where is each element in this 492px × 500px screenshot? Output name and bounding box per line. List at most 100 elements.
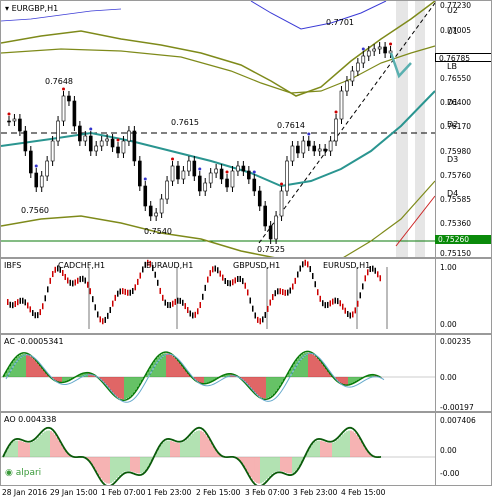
- correlation-bar: [157, 279, 159, 286]
- correlation-bar: [377, 271, 379, 278]
- correlation-bar: [164, 299, 166, 306]
- correlation-bar: [332, 298, 334, 305]
- correlation-bar: [112, 300, 114, 307]
- candle-body: [377, 46, 382, 50]
- correlation-bar: [47, 286, 49, 293]
- fractal-dot: [252, 170, 256, 174]
- correlation-bar: [352, 311, 354, 318]
- correlation-bar: [337, 298, 339, 305]
- correlation-bar: [202, 293, 204, 300]
- correlation-bar: [77, 277, 79, 284]
- correlation-bar: [367, 269, 369, 276]
- correlation-bar: [109, 307, 111, 314]
- correlation-bar: [189, 310, 191, 317]
- correlation-bar: [167, 301, 169, 308]
- correlation-bar: [104, 316, 106, 323]
- correlation-bar: [19, 297, 21, 304]
- level-label-d3: D3: [447, 155, 459, 164]
- price-chart-canvas[interactable]: [1, 1, 492, 258]
- correlation-bar: [207, 276, 209, 283]
- correlation-bar: [209, 270, 211, 277]
- candle-body: [208, 172, 213, 184]
- correlation-bar: [132, 288, 134, 295]
- ac-signal-line: [2, 350, 382, 402]
- candle-body: [67, 95, 71, 102]
- candle-body: [263, 205, 267, 227]
- correlation-bar: [159, 287, 161, 294]
- correlation-bar: [72, 280, 74, 287]
- candle-body: [170, 165, 175, 182]
- time-tick: 28 Jan 2016: [2, 488, 47, 497]
- correlation-bar: [84, 277, 86, 284]
- correlation-bar: [324, 302, 326, 309]
- correlation-bar: [174, 298, 176, 305]
- correlation-bar: [24, 299, 26, 306]
- correlation-bar: [99, 316, 101, 323]
- correlation-bar: [79, 276, 81, 283]
- symbol-dropdown-icon[interactable]: ▾: [5, 4, 10, 13]
- correlation-bar: [249, 297, 251, 304]
- pair-label: EURUSD,H1: [323, 261, 371, 270]
- fractal-dot: [307, 132, 311, 136]
- candle-body: [301, 140, 306, 154]
- correlation-bar: [194, 311, 196, 318]
- correlation-canvas[interactable]: [1, 259, 492, 334]
- price-axis[interactable]: 0.77230 0.77005 0.76550 0.76400 0.76170 …: [435, 1, 491, 258]
- candle-body: [306, 140, 311, 147]
- correlation-bar: [29, 306, 31, 313]
- correlation-axis: 1.00 0.00: [435, 259, 491, 333]
- axis-tick: 0.00: [440, 320, 457, 329]
- correlation-bar: [322, 300, 324, 307]
- axis-tick: 0.007406: [440, 416, 476, 425]
- correlation-bar: [222, 274, 224, 281]
- correlation-bar: [62, 270, 64, 277]
- correlation-bar: [309, 266, 311, 273]
- forecast-arrow: [389, 52, 412, 79]
- fractal-dot: [198, 167, 202, 171]
- candle-body: [83, 135, 88, 142]
- candle-body: [176, 165, 180, 180]
- time-axis: 28 Jan 2016 29 Jan 15:00 1 Feb 07:00 1 F…: [0, 486, 492, 500]
- blue-band: [1, 8, 122, 22]
- correlation-bar: [107, 312, 109, 319]
- correlation-panel[interactable]: IBFS CADCHF,H1 EURAUD,H1 GBPUSD,H1 EURUS…: [0, 258, 492, 334]
- candle-body: [192, 160, 197, 177]
- correlation-bar: [182, 299, 184, 306]
- candle-body: [290, 145, 295, 162]
- candle-body: [159, 198, 164, 214]
- correlation-bar: [257, 316, 259, 323]
- correlation-bar: [299, 265, 301, 272]
- correlation-bar: [59, 266, 61, 273]
- price-tick: 0.75150: [440, 249, 472, 258]
- ac-indicator-panel[interactable]: AC -0.0005341 0.00235 0.00 -0.00197: [0, 334, 492, 412]
- candle-body: [339, 90, 344, 120]
- ao-histogram-canvas[interactable]: [1, 413, 492, 486]
- ao-indicator-panel[interactable]: AO 0.004338 0.007406 0.00 -0.00 ◉ alpari: [0, 412, 492, 486]
- correlation-bar: [97, 311, 99, 318]
- fractal-dot: [280, 182, 284, 186]
- correlation-bar: [177, 297, 179, 304]
- level-label-u1: U1: [447, 27, 458, 36]
- brand-logo: ◉ alpari: [5, 468, 42, 478]
- fractal-dot: [225, 170, 229, 174]
- correlation-bar: [64, 273, 66, 280]
- time-tick: 3 Feb 07:00: [245, 488, 290, 497]
- candle-body: [361, 55, 366, 64]
- ac-histogram-canvas[interactable]: [1, 335, 492, 412]
- correlation-bar: [327, 301, 329, 308]
- correlation-bar: [144, 261, 146, 268]
- mid-upper-band: [1, 45, 436, 94]
- candle-body: [350, 70, 355, 82]
- candle-body: [132, 130, 137, 162]
- correlation-bar: [9, 301, 11, 308]
- correlation-bar: [294, 277, 296, 284]
- candle-body: [154, 212, 158, 217]
- main-price-panel[interactable]: ▾ EURGBP,H1 0.77230 0.77005 0.76550 0.76…: [0, 0, 492, 258]
- ac-signal-line-2: [5, 352, 385, 403]
- candle-body: [219, 168, 224, 180]
- candle-body: [268, 225, 273, 240]
- candle-body: [143, 185, 148, 207]
- correlation-bar: [307, 261, 309, 268]
- candle-body: [105, 138, 109, 142]
- price-tick: 0.77005: [440, 26, 472, 35]
